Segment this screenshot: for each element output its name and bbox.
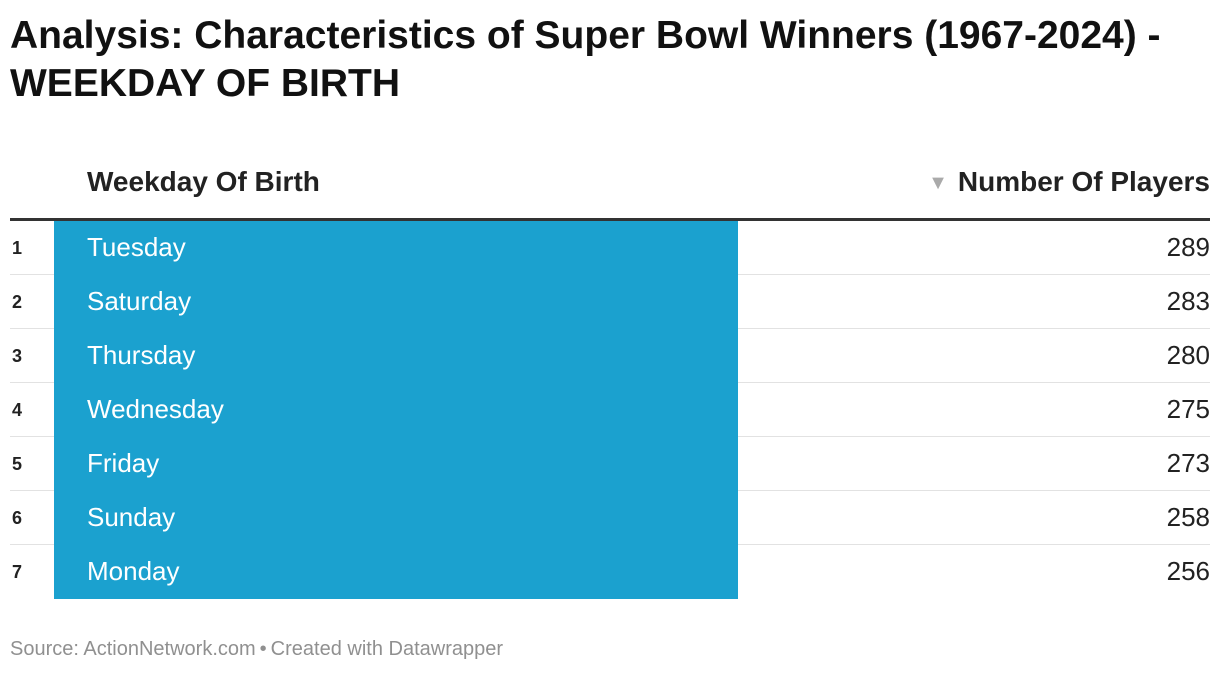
row-rank: 6 bbox=[12, 508, 23, 528]
sort-descending-icon[interactable]: ▼ bbox=[928, 172, 948, 194]
weekday-cell: Wednesday bbox=[54, 383, 738, 437]
row-rank: 3 bbox=[12, 346, 23, 366]
weekday-label: Saturday bbox=[87, 286, 192, 316]
players-count: 283 bbox=[1166, 286, 1210, 316]
source-note: Source: ActionNetwork.com bbox=[10, 638, 256, 660]
players-count: 273 bbox=[1166, 448, 1210, 478]
weekday-cell: Saturday bbox=[54, 275, 738, 329]
row-rank: 1 bbox=[12, 238, 23, 258]
column-header-weekday[interactable]: Weekday Of Birth bbox=[87, 166, 320, 197]
row-rank: 5 bbox=[12, 454, 23, 474]
weekday-label: Friday bbox=[87, 448, 160, 478]
table-row: 6 Sunday 258 bbox=[10, 491, 1210, 545]
row-rank: 2 bbox=[12, 292, 23, 312]
column-header-number-label: Number Of Players bbox=[957, 166, 1210, 197]
weekday-label: Sunday bbox=[87, 502, 176, 532]
weekday-label: Monday bbox=[87, 556, 180, 586]
players-count: 275 bbox=[1166, 394, 1210, 424]
weekday-cell: Monday bbox=[54, 545, 738, 599]
data-table: Weekday Of Birth ▼ Number Of Players 1 Tue… bbox=[10, 152, 1210, 599]
row-rank: 4 bbox=[12, 400, 23, 420]
table-row: 7 Monday 256 bbox=[10, 545, 1210, 599]
table-body: 1 Tuesday 289 2 Saturday 283 3 Thursday 280 4 Wedn… bbox=[10, 221, 1210, 599]
weekday-label: Tuesday bbox=[87, 232, 186, 262]
table-row: 2 Saturday 283 bbox=[10, 275, 1210, 329]
players-count: 289 bbox=[1166, 232, 1210, 262]
row-rank: 7 bbox=[12, 562, 23, 582]
weekday-cell: Thursday bbox=[54, 329, 738, 383]
chart-title: Analysis: Characteristics of Super Bowl … bbox=[10, 14, 1161, 105]
table-header: Weekday Of Birth ▼ Number Of Players bbox=[10, 152, 1210, 221]
table-row: 4 Wednesday 275 bbox=[10, 383, 1210, 437]
chart-footer: Source: ActionNetwork.com • Created with D… bbox=[10, 638, 503, 661]
footer-separator: • bbox=[259, 638, 267, 660]
column-header-number[interactable]: ▼ Number Of Players bbox=[928, 166, 1210, 198]
weekday-label: Wednesday bbox=[87, 394, 224, 424]
weekday-cell: Friday bbox=[54, 437, 738, 491]
weekday-label: Thursday bbox=[87, 340, 196, 370]
players-count: 256 bbox=[1166, 556, 1210, 586]
players-count: 258 bbox=[1166, 502, 1210, 532]
table-row: 5 Friday 273 bbox=[10, 437, 1210, 491]
players-count: 280 bbox=[1166, 340, 1210, 370]
table-row: 1 Tuesday 289 bbox=[10, 221, 1210, 275]
table-row: 3 Thursday 280 bbox=[10, 329, 1210, 383]
weekday-cell: Sunday bbox=[54, 491, 738, 545]
weekday-cell: Tuesday bbox=[54, 221, 738, 275]
credit-note: Created with Datawrapper bbox=[270, 638, 504, 660]
